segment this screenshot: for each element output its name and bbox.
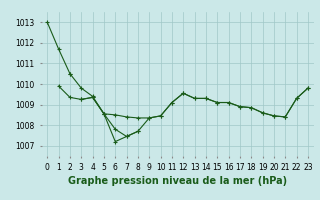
X-axis label: Graphe pression niveau de la mer (hPa): Graphe pression niveau de la mer (hPa): [68, 176, 287, 186]
